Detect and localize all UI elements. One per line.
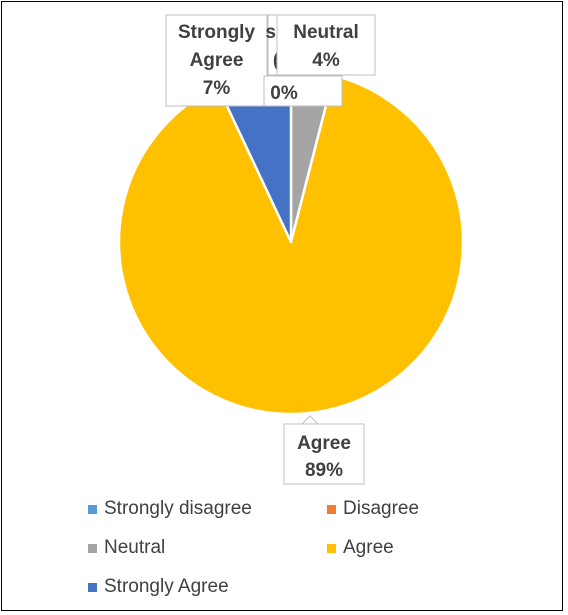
data-label-box xyxy=(263,75,343,107)
data-label-value: 4% xyxy=(312,50,340,71)
data-label-box xyxy=(276,14,376,76)
data-label-value: ( xyxy=(273,50,280,71)
data-label-neutral: Neutral 4% xyxy=(276,14,376,76)
data-label-box xyxy=(283,423,365,485)
data-label-value: 7% xyxy=(203,78,231,99)
data-label-name: Agree xyxy=(297,433,351,454)
data-label-strongly-agree: Strongly Agree 7% xyxy=(165,14,268,107)
data-label-disagree: 0% xyxy=(263,75,343,107)
pie-slice-agree xyxy=(117,74,465,416)
data-label-name: Agree xyxy=(190,50,244,71)
pie-slices xyxy=(117,68,465,416)
data-label-value: 0% xyxy=(270,83,298,104)
data-label-agree: Agree 89% xyxy=(283,415,365,485)
data-label-name: Strongly xyxy=(178,22,255,43)
data-label-pointer xyxy=(300,415,320,425)
data-label-box xyxy=(165,14,268,107)
data-label-value: 89% xyxy=(305,460,343,481)
data-label-name: Neutral xyxy=(293,22,358,43)
